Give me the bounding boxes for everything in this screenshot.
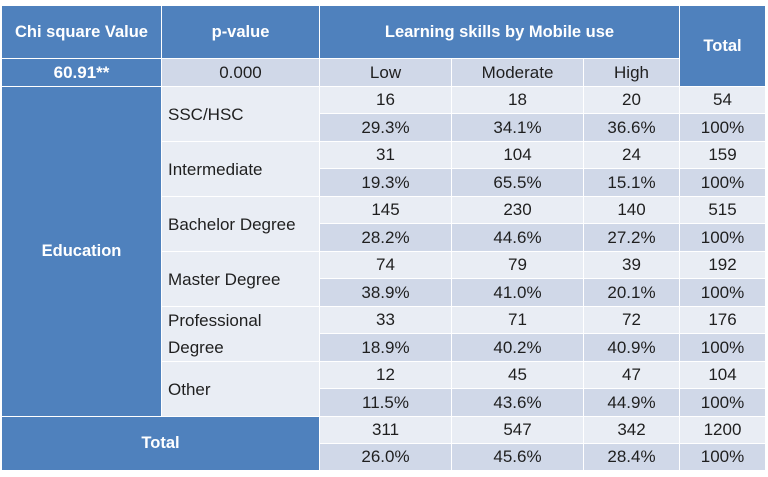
cell-percent: 34.1% [452,114,584,142]
cell-total-count: 176 [680,307,766,334]
row-label-intermediate: Intermediate [162,142,320,197]
cell-count: 31 [320,142,452,169]
cell-percent: 44.6% [452,224,584,252]
grand-total-percent: 100% [680,444,766,471]
group-education: Education [2,87,162,417]
row-label-line: Degree [168,338,224,357]
cell-percent: 19.3% [320,169,452,197]
row-label-line: Professional [168,311,262,330]
cell-total-count: 159 [680,142,766,169]
total-percent: 28.4% [584,444,680,471]
cell-count: 74 [320,252,452,279]
row-label-ssc-hsc: SSC/HSC [162,87,320,142]
p-value-value: 0.000 [162,59,320,87]
row-label-bachelor-degree: Bachelor Degree [162,197,320,252]
cell-count: 104 [452,142,584,169]
cell-count: 12 [320,362,452,389]
total-percent: 26.0% [320,444,452,471]
cell-count: 79 [452,252,584,279]
column-moderate: Moderate [452,59,584,87]
cell-total-percent: 100% [680,334,766,362]
cell-percent: 29.3% [320,114,452,142]
total-row-label: Total [2,417,320,471]
cell-count: 16 [320,87,452,114]
cell-count: 230 [452,197,584,224]
cell-count: 145 [320,197,452,224]
cell-total-count: 54 [680,87,766,114]
cell-count: 140 [584,197,680,224]
cell-percent: 38.9% [320,279,452,307]
cell-count: 71 [452,307,584,334]
cell-percent: 11.5% [320,389,452,417]
cell-count: 72 [584,307,680,334]
row-label-master-degree: Master Degree [162,252,320,307]
cell-count: 47 [584,362,680,389]
cell-percent: 43.6% [452,389,584,417]
cell-total-percent: 100% [680,389,766,417]
cell-count: 33 [320,307,452,334]
total-count: 311 [320,417,452,444]
column-high: High [584,59,680,87]
cell-percent: 40.2% [452,334,584,362]
cell-count: 45 [452,362,584,389]
total-count: 547 [452,417,584,444]
total-count: 342 [584,417,680,444]
cell-count: 39 [584,252,680,279]
cell-percent: 15.1% [584,169,680,197]
chi-square-value: 60.91** [2,59,162,87]
cell-count: 20 [584,87,680,114]
header-learning-skills: Learning skills by Mobile use [320,6,680,59]
cell-percent: 28.2% [320,224,452,252]
cell-total-count: 104 [680,362,766,389]
cell-percent: 18.9% [320,334,452,362]
cell-percent: 27.2% [584,224,680,252]
cell-percent: 36.6% [584,114,680,142]
cell-percent: 20.1% [584,279,680,307]
total-percent: 45.6% [452,444,584,471]
header-p-value: p-value [162,6,320,59]
cell-total-count: 192 [680,252,766,279]
cell-count: 18 [452,87,584,114]
header-total: Total [680,6,766,87]
cell-total-percent: 100% [680,279,766,307]
cell-count: 24 [584,142,680,169]
cell-percent: 40.9% [584,334,680,362]
cell-total-percent: 100% [680,224,766,252]
cell-total-percent: 100% [680,114,766,142]
cell-total-percent: 100% [680,169,766,197]
results-table: Chi square Value p-value Learning skills… [2,6,766,471]
row-label-professional-degree: Professional Degree [162,307,320,362]
column-low: Low [320,59,452,87]
cell-percent: 41.0% [452,279,584,307]
grand-total-count: 1200 [680,417,766,444]
cell-total-count: 515 [680,197,766,224]
cell-percent: 65.5% [452,169,584,197]
cell-percent: 44.9% [584,389,680,417]
header-chi-square: Chi square Value [2,6,162,59]
row-label-other: Other [162,362,320,417]
